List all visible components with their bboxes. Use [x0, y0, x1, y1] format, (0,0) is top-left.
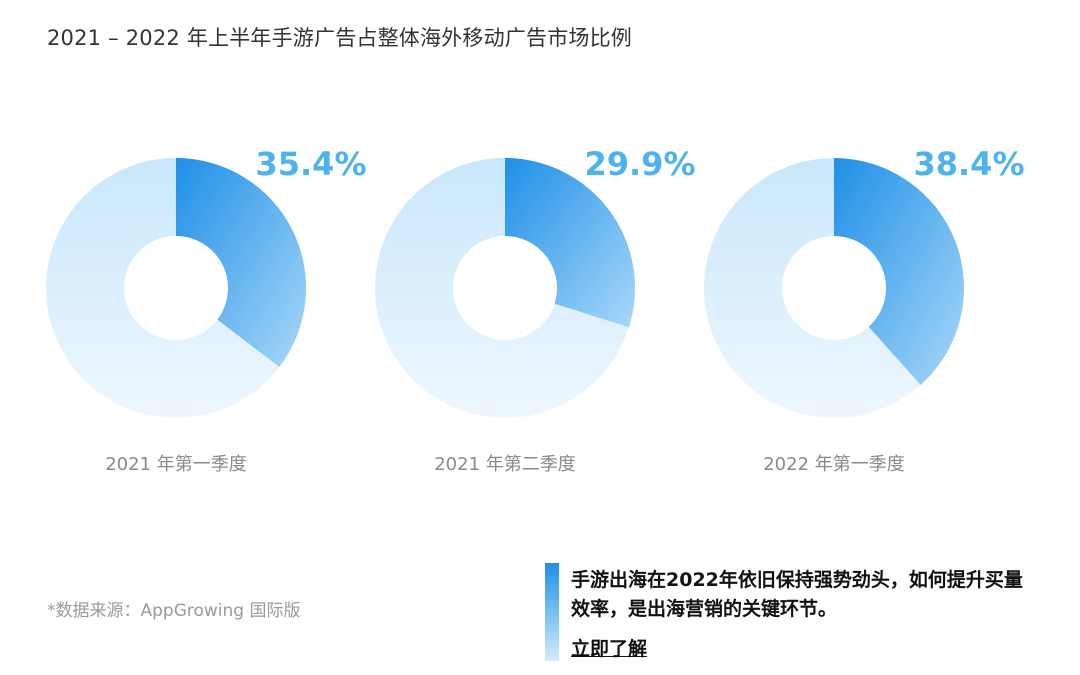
- cta-panel: 手游出海在2022年依旧保持强势劲头，如何提升买量效率，是出海营销的关键环节。 …: [545, 563, 1045, 661]
- donut-slice-rest-2: [704, 158, 921, 418]
- value-label-0: 35.4%: [255, 145, 366, 183]
- donut-charts: 35.4% 2021 年第一季度 29.9% 2021 年第二季度 38.4% 2022 …: [45, 145, 1025, 475]
- chart-title: 2021 – 2022 年上半年手游广告占整体海外移动广告市场比例: [47, 26, 633, 50]
- cta-accent-bar: [545, 563, 559, 661]
- donut-slice-rest-0: [45, 158, 280, 418]
- period-label-2: 2022 年第一季度: [763, 454, 905, 475]
- donut-slice-highlight-2: [834, 158, 964, 385]
- donut-slice-highlight-1: [505, 158, 635, 328]
- cta-text: 手游出海在2022年依旧保持强势劲头，如何提升买量效率，是出海营销的关键环节。: [571, 569, 1023, 620]
- donut-slice-highlight-0: [176, 158, 306, 368]
- period-label-1: 2021 年第二季度: [434, 454, 576, 475]
- value-label-1: 29.9%: [584, 145, 695, 183]
- value-label-2: 38.4%: [913, 145, 1024, 183]
- data-source-note: *数据来源：AppGrowing 国际版: [47, 601, 301, 621]
- learn-more-link[interactable]: 立即了解: [571, 638, 648, 660]
- donut-slice-rest-1: [375, 158, 629, 419]
- period-label-0: 2021 年第一季度: [105, 454, 247, 475]
